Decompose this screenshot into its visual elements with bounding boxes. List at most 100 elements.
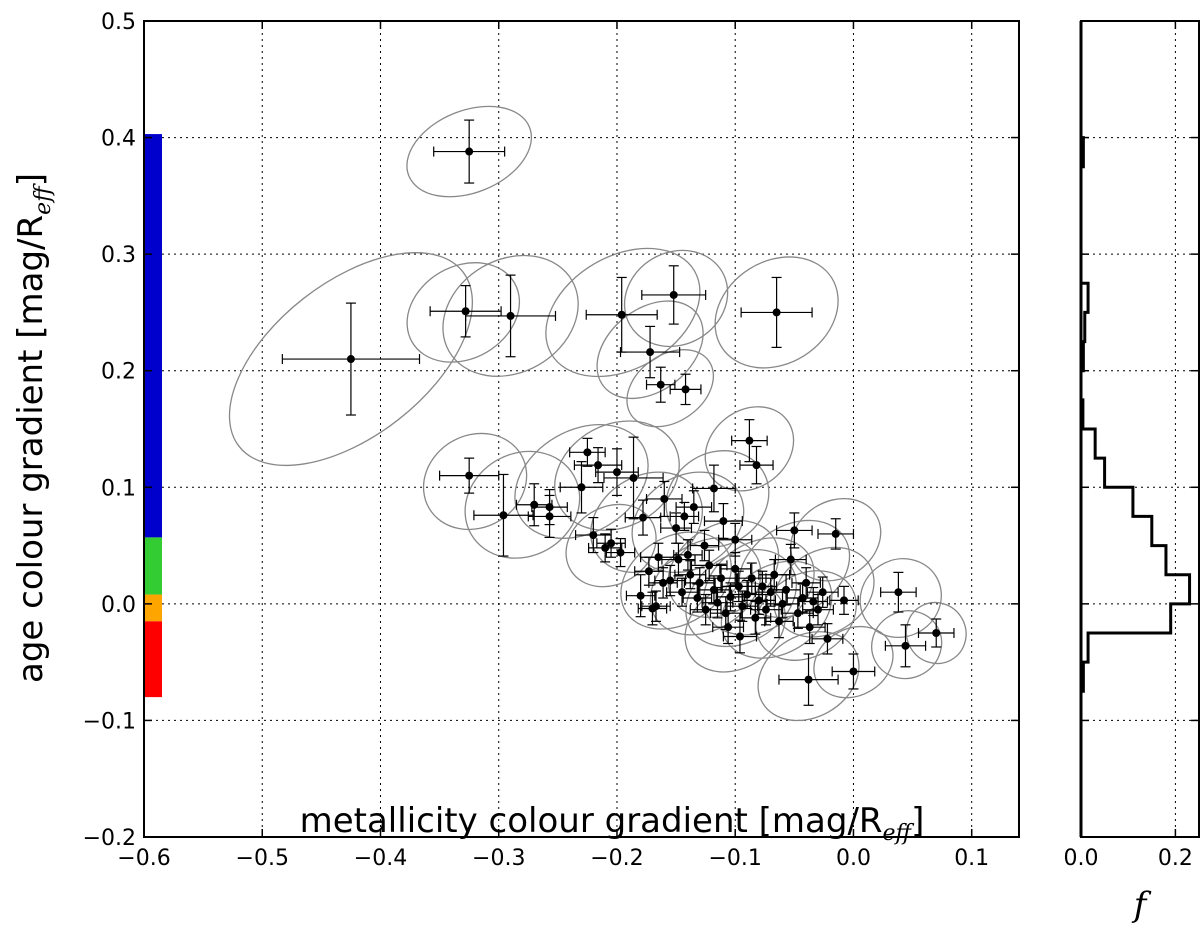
color-bar-segment — [145, 537, 162, 595]
uncertainty-ellipse — [406, 262, 521, 363]
data-point — [545, 512, 554, 521]
data-point — [465, 471, 474, 480]
data-point — [818, 588, 827, 597]
color-bar-segment — [145, 594, 162, 622]
uncertainty-ellipse — [704, 406, 795, 492]
data-point — [465, 147, 474, 156]
data-point — [636, 591, 645, 600]
uncertainty-ellipse — [514, 423, 649, 539]
data-point — [594, 461, 603, 470]
data-points — [346, 147, 941, 684]
data-point — [577, 483, 586, 492]
data-point — [612, 468, 621, 477]
data-point — [761, 605, 770, 614]
x-tick-label: −0.4 — [354, 846, 407, 871]
data-point — [743, 590, 752, 599]
data-point — [823, 634, 832, 643]
data-point — [666, 576, 675, 585]
uncertainty-ellipse — [757, 631, 860, 722]
data-point — [638, 513, 647, 522]
data-point — [709, 484, 718, 493]
y-tick-label: 0.2 — [101, 360, 136, 385]
uncertainty-ellipse — [631, 471, 745, 574]
data-point — [589, 531, 598, 540]
data-point — [659, 578, 668, 587]
data-point — [616, 548, 625, 557]
hist-x-axis-label: f — [1131, 885, 1152, 925]
main-plot-frame — [143, 20, 1020, 838]
hist-ticks: 0.0 0.2 — [1064, 20, 1199, 871]
data-point — [545, 503, 554, 512]
uncertainty-ellipse — [859, 558, 942, 638]
main-grid — [143, 20, 1019, 838]
data-point — [774, 617, 783, 626]
uncertainty-ellipse — [813, 625, 894, 699]
hist-plot-frame — [1080, 20, 1200, 838]
x-tick-label: 0.0 — [836, 846, 871, 871]
data-point — [813, 605, 822, 614]
uncertainty-ellipse — [228, 252, 474, 467]
data-point — [461, 307, 470, 316]
data-point — [804, 675, 813, 684]
x-tick-label: −0.2 — [590, 846, 643, 871]
data-point — [678, 588, 687, 597]
error-bar — [689, 529, 720, 562]
uncertainty-ellipse — [790, 497, 882, 582]
data-point — [705, 561, 714, 570]
data-point — [726, 592, 735, 601]
uncertainty-ellipse — [623, 249, 729, 348]
data-point — [731, 564, 740, 573]
y-tick-label: 0.4 — [101, 127, 136, 152]
data-point — [849, 667, 858, 676]
data-point — [683, 550, 692, 559]
color-bar — [145, 134, 162, 698]
y-tick-label: 0.1 — [101, 476, 136, 501]
y-tick-label: 0.5 — [101, 10, 136, 35]
data-point — [754, 596, 763, 605]
y-axis-label: age colour gradient [mag/Reff] — [11, 173, 56, 683]
hist-x-tick-label: 0.0 — [1064, 846, 1099, 871]
data-point — [689, 503, 698, 512]
data-point — [782, 585, 791, 594]
data-point — [680, 512, 689, 521]
data-point — [713, 598, 722, 607]
data-point — [346, 355, 355, 364]
data-point — [831, 529, 840, 538]
data-point — [672, 524, 681, 533]
data-point — [778, 599, 787, 608]
data-point — [601, 543, 610, 552]
color-bar-segment — [145, 134, 162, 538]
uncertainty-ellipse — [565, 503, 657, 588]
y-tick-label: 0.0 — [101, 593, 136, 618]
data-point — [646, 348, 655, 357]
uncertainty-ellipse — [871, 610, 943, 680]
data-point — [693, 594, 702, 603]
uncertainty-ellipse — [714, 256, 839, 369]
histogram-outline — [1079, 136, 1192, 693]
x-tick-label: 0.1 — [954, 846, 989, 871]
data-point — [809, 597, 818, 606]
data-point — [735, 632, 744, 641]
data-point — [738, 602, 747, 611]
data-point — [786, 555, 795, 564]
uncertainty-ellipse — [720, 560, 833, 659]
data-point — [752, 461, 761, 470]
data-point — [751, 613, 760, 622]
x-tick-label: −0.1 — [709, 846, 762, 871]
data-point — [499, 511, 508, 520]
data-point — [745, 436, 754, 445]
x-tick-label: −0.3 — [472, 846, 525, 871]
data-point — [793, 609, 802, 618]
data-point — [583, 448, 592, 457]
x-axis-label: metallicity colour gradient [mag/Reff] — [300, 801, 925, 846]
error-bars — [281, 119, 955, 706]
uncertainty-ellipse — [620, 531, 732, 630]
data-point — [506, 311, 515, 320]
data-point — [721, 609, 730, 618]
uncertainty-ellipse — [626, 349, 715, 428]
data-point — [932, 629, 941, 637]
uncertainty-ellipse — [422, 432, 528, 531]
data-point — [894, 588, 903, 597]
data-point — [607, 539, 616, 548]
